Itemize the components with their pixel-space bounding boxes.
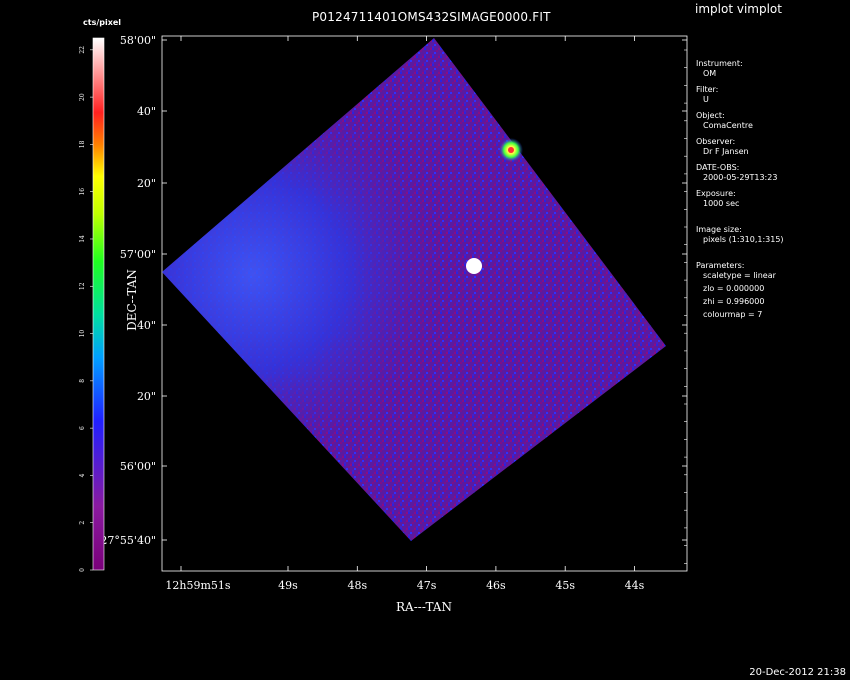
x-tick-label: 12h59m51s <box>165 579 231 592</box>
x-tick-label: 45s <box>555 579 575 592</box>
y-tick-label: 58'00" <box>120 34 156 47</box>
axis-ticks <box>162 36 687 571</box>
colorbar-tick-label: 14 <box>79 235 86 243</box>
filter-value: U <box>703 95 709 104</box>
plot-frame <box>161 35 688 572</box>
chart-title: P0124711401OMS432SIMAGE0000.FIT <box>312 10 551 24</box>
colorbar-tick-label: 6 <box>79 426 86 430</box>
x-tick-label: 48s <box>347 579 367 592</box>
colorbar-tick-label: 18 <box>79 140 86 148</box>
colorbar-tick-label: 8 <box>79 379 86 383</box>
parameters-label: Parameters: <box>696 261 745 270</box>
colorbar-tick-label: 22 <box>79 46 86 54</box>
colorbar-tick-label: 4 <box>79 473 86 477</box>
instrument-label: Instrument: <box>696 59 743 68</box>
date-label: DATE-OBS: <box>696 163 740 172</box>
colorbar-tick-label: 12 <box>79 282 86 290</box>
date-value: 2000-05-29T13:23 <box>703 173 778 182</box>
y-tick-label: 40" <box>137 319 156 332</box>
source-star-saturated <box>466 258 482 274</box>
colorbar-tick-label: 20 <box>79 93 86 101</box>
colorbar-tick-label: 0 <box>79 568 86 572</box>
colorbar-tick-label: 10 <box>79 330 86 338</box>
x-axis-label: RA---TAN <box>396 600 452 614</box>
y-tick-label: 56'00" <box>120 460 156 473</box>
x-tick-label: 44s <box>625 579 645 592</box>
colourmap-value: colourmap = 7 <box>703 310 763 319</box>
footer-date: 20-Dec-2012 21:38 <box>749 667 846 678</box>
y-tick-label: 20" <box>137 390 156 403</box>
point-sources <box>466 138 523 274</box>
colorbar-ticks: 0 2 4 6 8 10 12 14 16 18 20 22 <box>79 46 93 572</box>
image-layer <box>162 38 666 541</box>
exposure-value: 1000 sec <box>703 199 740 208</box>
y-tick-label: 40" <box>137 105 156 118</box>
zhi-value: zhi = 0.996000 <box>703 297 765 306</box>
y-tick-label: 27°55'40" <box>100 534 156 547</box>
app-title: implot vimplot <box>695 2 782 16</box>
background-gradient <box>162 38 666 541</box>
y-axis-label: DEC--TAN <box>125 269 139 331</box>
image-size-label: Image size: <box>696 225 742 234</box>
colorbar-tick-label: 2 <box>79 521 86 525</box>
filter-label: Filter: <box>696 85 719 94</box>
observer-label: Observer: <box>696 137 736 146</box>
colorbar-tick-label: 16 <box>79 188 86 196</box>
exposure-label: Exposure: <box>696 189 736 198</box>
x-tick-label: 49s <box>278 579 298 592</box>
object-label: Object: <box>696 111 725 120</box>
x-tick-label: 47s <box>417 579 437 592</box>
y-tick-label: 20" <box>137 177 156 190</box>
info-panel: Instrument: OM Filter: U Object: ComaCen… <box>696 59 784 320</box>
instrument-value: OM <box>703 69 717 78</box>
zlo-value: zlo = 0.000000 <box>703 284 765 293</box>
axis-labels: 12h59m51s 49s 48s 47s 46s 45s 44s 27°55'40" 56'0… <box>100 34 644 592</box>
scaletype-value: scaletype = linear <box>703 271 776 280</box>
image-size-value: pixels (1:310,1:315) <box>703 235 784 244</box>
x-tick-label: 46s <box>486 579 506 592</box>
observer-value: Dr F Jansen <box>703 147 749 156</box>
colorbar <box>92 37 105 571</box>
colorbar-label: cts/pixel <box>83 18 122 27</box>
y-tick-label: 57'00" <box>120 248 156 261</box>
object-value: ComaCentre <box>703 121 753 130</box>
source-star-ne-core <box>508 147 514 153</box>
